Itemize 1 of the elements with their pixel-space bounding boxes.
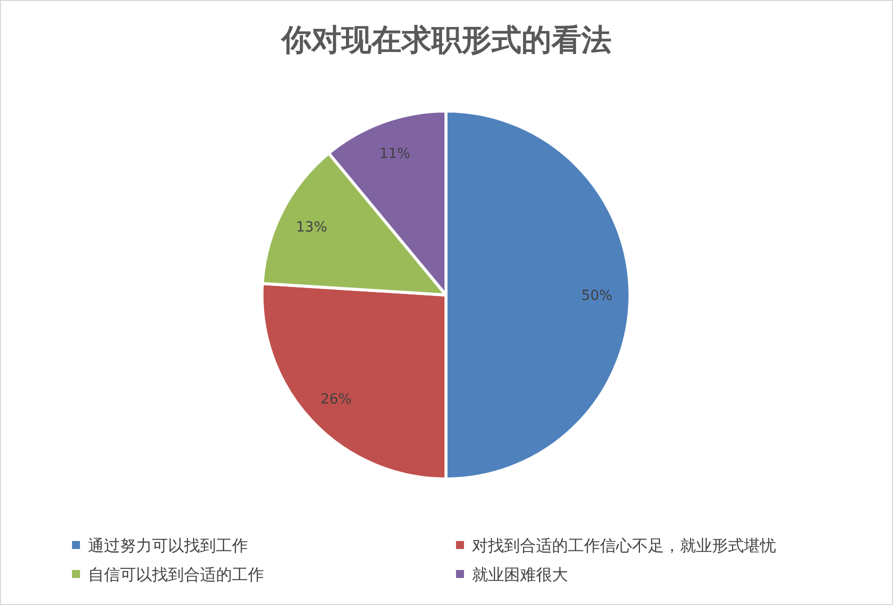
title: 你对现在求职形式的看法 [282,23,612,58]
